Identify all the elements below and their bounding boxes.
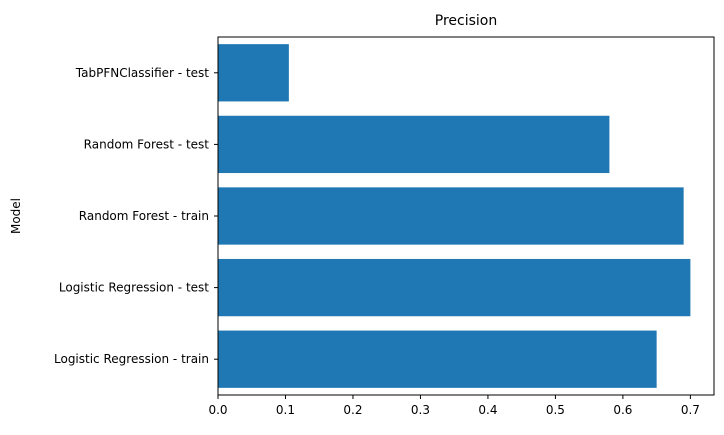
x-tick-label: 0.3 — [411, 403, 430, 417]
bar — [218, 115, 610, 174]
x-tick-label: 0.4 — [478, 403, 497, 417]
bar — [218, 258, 691, 317]
bar — [218, 330, 657, 388]
x-tick-label: 0.2 — [343, 403, 362, 417]
y-tick-label: Logistic Regression - train — [54, 352, 209, 366]
bars-layer — [218, 44, 691, 388]
y-axis-title: Model — [9, 198, 23, 234]
bar — [218, 44, 289, 102]
x-tick-label: 0.5 — [546, 403, 565, 417]
chart-title: Precision — [435, 13, 497, 29]
y-tick-label: Logistic Regression - test — [59, 281, 209, 295]
axes-frame — [217, 36, 715, 396]
y-tick-label: Random Forest - test — [84, 137, 210, 151]
y-tick-label: Random Forest - train — [79, 209, 209, 223]
x-tick-label: 0.7 — [681, 403, 700, 417]
x-tick-label: 0.6 — [613, 403, 632, 417]
x-tick-label: 0.0 — [208, 403, 227, 417]
bar — [218, 187, 684, 245]
axes-layer — [217, 36, 715, 396]
ticks-layer: Logistic Regression - train Logistic Regr… — [54, 66, 700, 417]
x-tick-label: 0.1 — [276, 403, 295, 417]
y-tick-label: TabPFNClassifier - test — [75, 66, 210, 80]
